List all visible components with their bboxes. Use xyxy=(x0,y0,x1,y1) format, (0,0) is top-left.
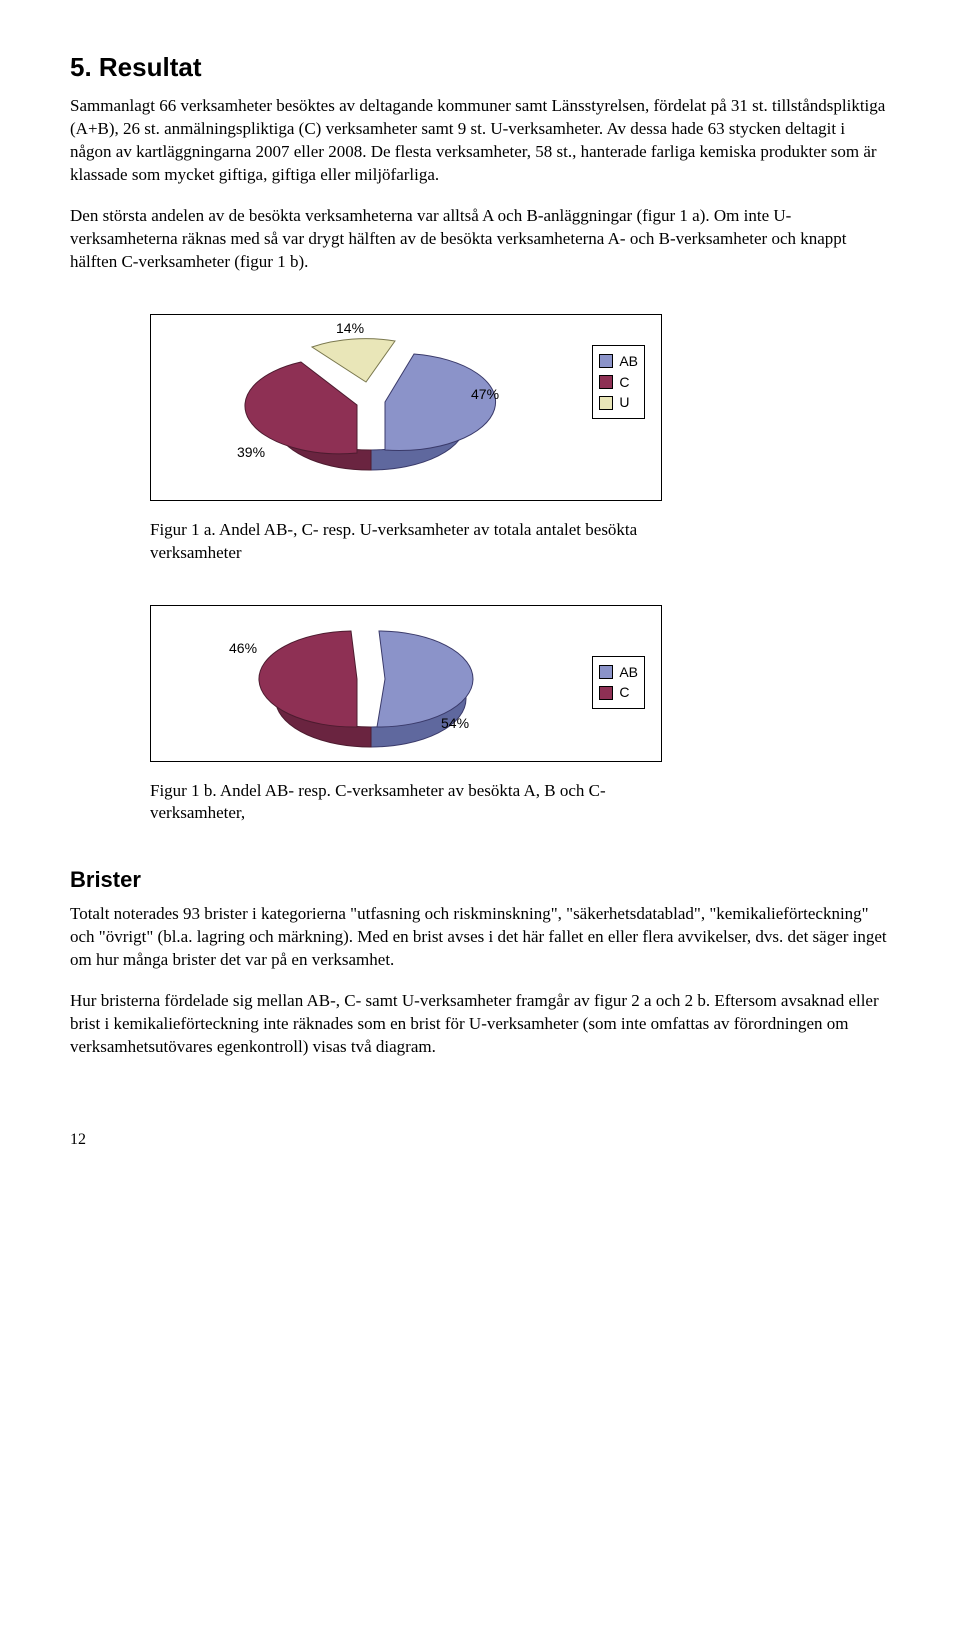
chart-1b-label-ab: 54% xyxy=(441,714,469,733)
legend-swatch xyxy=(599,665,613,679)
legend-item-ab: AB xyxy=(599,352,638,371)
paragraph-intro-2: Den största andelen av de besökta verksa… xyxy=(70,205,890,274)
legend-item-c: C xyxy=(599,373,638,392)
subheading-brister: Brister xyxy=(70,865,890,895)
legend-swatch xyxy=(599,396,613,410)
chart-1a-label-c: 39% xyxy=(237,443,265,462)
chart-1b-label-c: 46% xyxy=(229,639,257,658)
legend-swatch xyxy=(599,354,613,368)
chart-1a-label-ab: 47% xyxy=(471,385,499,404)
legend-label: C xyxy=(619,373,629,392)
legend-label: AB xyxy=(619,663,638,682)
chart-1a-label-u: 14% xyxy=(336,319,364,338)
chart-1a: 14% 47% 39% AB C U xyxy=(150,314,662,501)
section-heading: 5. Resultat xyxy=(70,50,890,85)
page-number: 12 xyxy=(70,1129,890,1151)
chart-1b-legend: AB C xyxy=(592,656,645,710)
legend-swatch xyxy=(599,375,613,389)
legend-label: C xyxy=(619,683,629,702)
paragraph-brister-1: Totalt noterades 93 brister i kategorier… xyxy=(70,903,890,972)
chart-1a-legend: AB C U xyxy=(592,345,645,420)
legend-label: U xyxy=(619,393,629,412)
legend-item-u: U xyxy=(599,393,638,412)
paragraph-intro-1: Sammanlagt 66 verksamheter besöktes av d… xyxy=(70,95,890,187)
legend-item-c: C xyxy=(599,683,638,702)
chart-1b: 46% 54% AB C xyxy=(150,605,662,762)
legend-label: AB xyxy=(619,352,638,371)
caption-1a: Figur 1 a. Andel AB-, C- resp. U-verksam… xyxy=(150,519,650,565)
legend-swatch xyxy=(599,686,613,700)
legend-item-ab: AB xyxy=(599,663,638,682)
paragraph-brister-2: Hur bristerna fördelade sig mellan AB-, … xyxy=(70,990,890,1059)
caption-1b: Figur 1 b. Andel AB- resp. C-verksamhete… xyxy=(150,780,650,826)
